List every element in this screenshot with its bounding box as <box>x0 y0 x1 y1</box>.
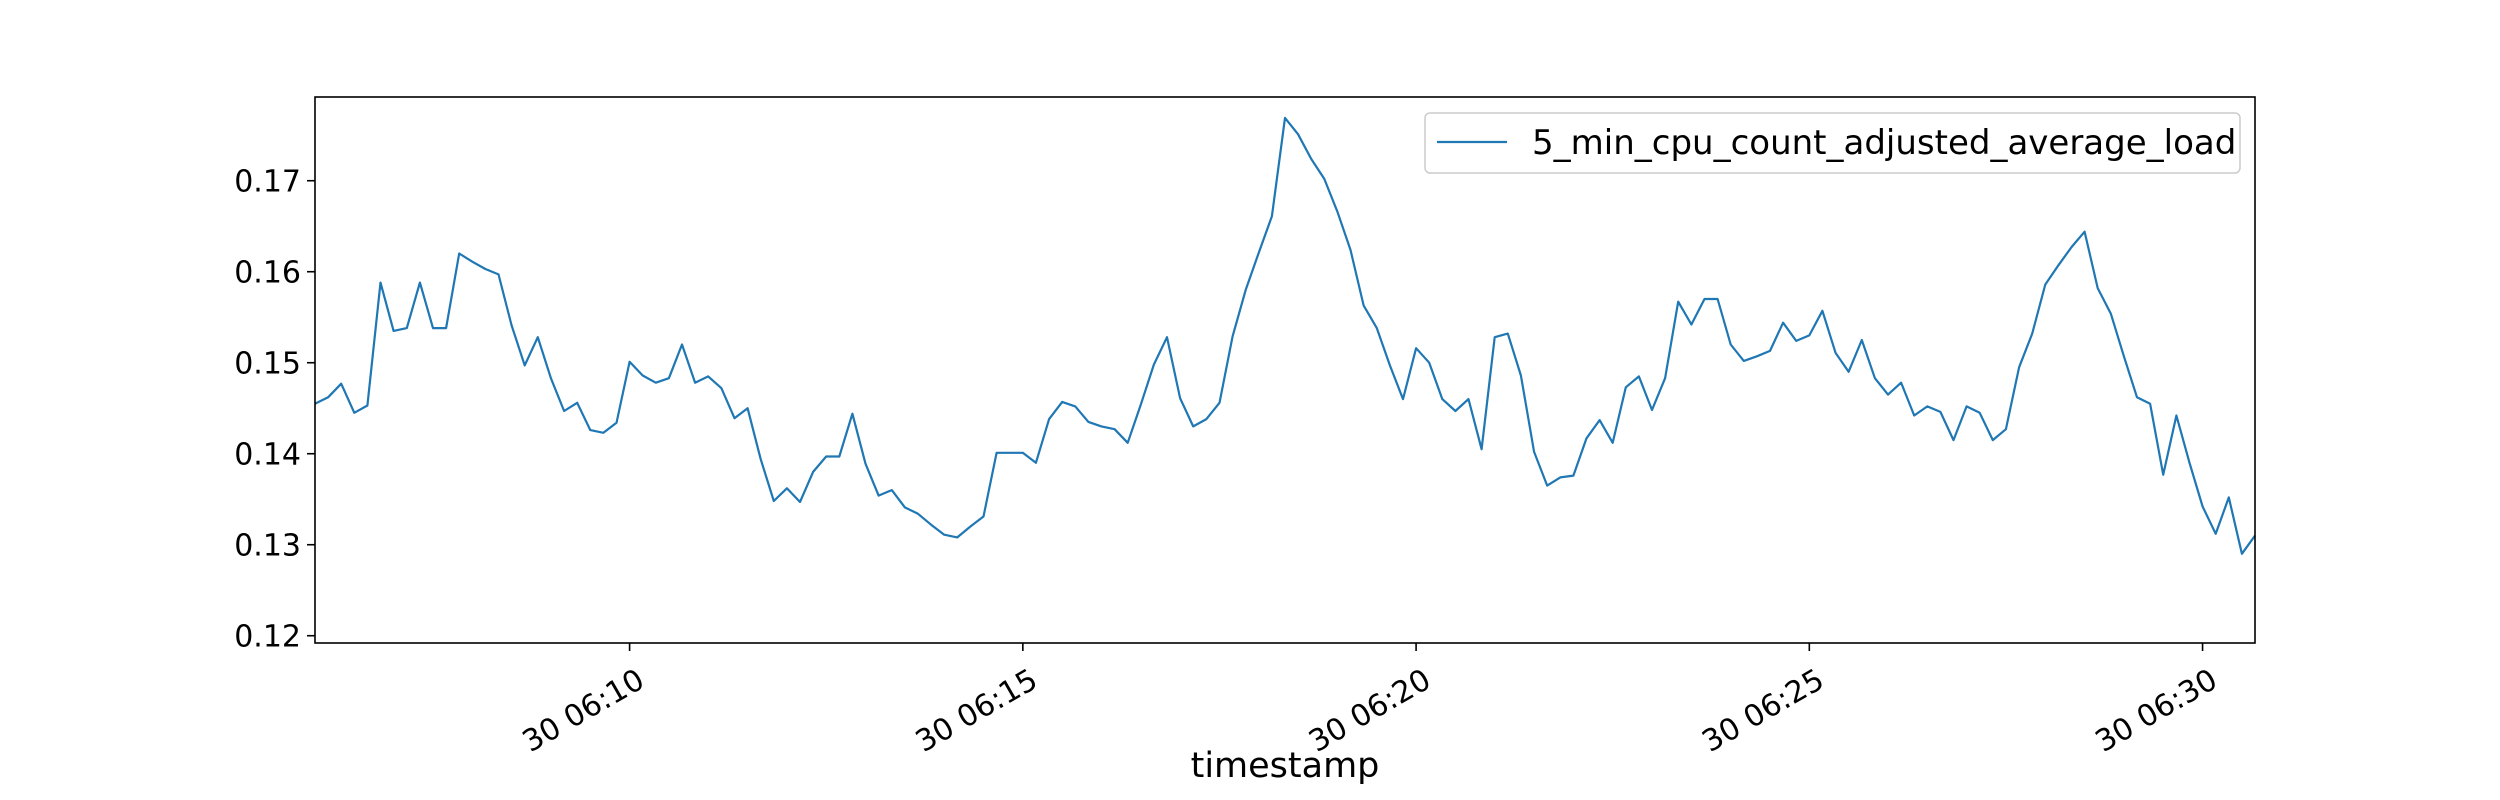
x-tick-label: 30 06:25 <box>1696 662 1830 759</box>
y-axis: 0.12 0.13 0.14 0.15 0.16 0.17 <box>234 165 315 655</box>
x-tick-label: 30 06:10 <box>517 662 651 759</box>
x-tick-label: 30 06:15 <box>910 662 1044 759</box>
x-tick-label: 30 06:30 <box>2090 662 2224 759</box>
axes-frame <box>314 96 2256 644</box>
plot-area <box>314 116 2256 555</box>
y-tick-label: 0.15 <box>234 347 301 382</box>
y-tick-label: 0.16 <box>234 256 301 291</box>
y-tick-label: 0.17 <box>234 165 301 200</box>
x-axis: 30 06:10 30 06:15 30 06:20 30 06:25 30 06:30 <box>517 643 2224 760</box>
y-tick-label: 0.13 <box>234 529 301 564</box>
legend-label: 5_min_cpu_count_adjusted_average_load <box>1532 123 2236 163</box>
legend-box <box>1424 112 2241 174</box>
series-line <box>314 116 2256 555</box>
y-tick-label: 0.12 <box>234 620 301 655</box>
y-tick-label: 0.14 <box>234 438 301 473</box>
x-axis-title: timestamp <box>1191 746 1380 786</box>
legend: 5_min_cpu_count_adjusted_average_load <box>1424 112 2241 174</box>
